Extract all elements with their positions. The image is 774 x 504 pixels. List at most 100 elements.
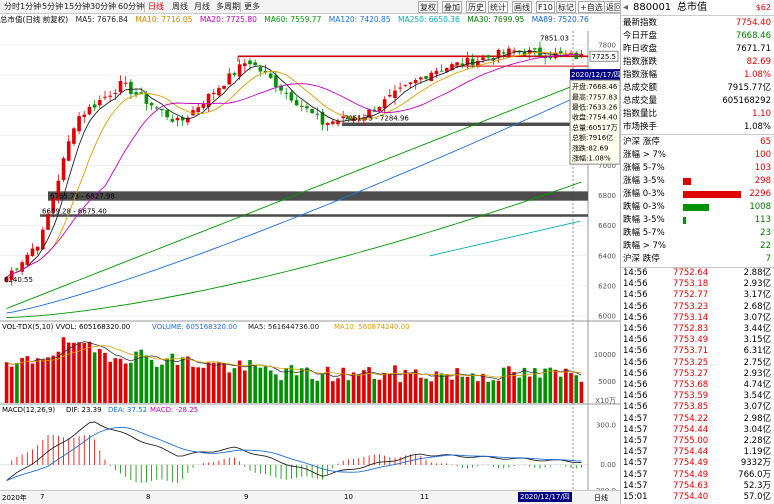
toolbar-tool-2[interactable]: 历史: [466, 1, 486, 13]
candle-body: [320, 112, 325, 125]
volume-bar: [496, 380, 501, 403]
volume-bar: [25, 356, 30, 403]
candle-body: [305, 106, 309, 109]
volume-bar: [268, 370, 273, 403]
toolbar-item-10[interactable]: 更多: [244, 2, 260, 11]
stat-label: 指数涨跌: [623, 57, 658, 67]
volume-bar: [196, 367, 201, 403]
volume-bar: [227, 372, 232, 403]
volume-bar: [186, 356, 190, 403]
tick-time: 14:57: [623, 469, 648, 480]
volume-info: VOL-TDX(5,10) VVOL: 605168320.00: [2, 323, 130, 331]
volume-bar: [362, 370, 366, 403]
toolbar-separator: [240, 2, 241, 12]
tick-time: 14:57: [623, 447, 648, 458]
volume-bar: [444, 374, 449, 403]
tick-price: 7752.64: [673, 268, 709, 278]
volume-bar: [206, 362, 211, 403]
xaxis-period[interactable]: 日线: [594, 494, 608, 502]
candle-body: [403, 84, 408, 86]
volume-bar: [4, 362, 9, 403]
candle-body: [413, 80, 418, 84]
price-axis-label: 6400: [598, 252, 616, 260]
volume-unit: X10万: [595, 397, 616, 405]
tick-row: 15:01 7754.40 57.0亿: [621, 492, 774, 503]
tick-time: 14:56: [623, 268, 648, 278]
toolbar-item-9[interactable]: 多周期: [216, 2, 240, 11]
toolbar-item-8[interactable]: 月线: [194, 2, 210, 11]
volume-bar: [103, 352, 107, 403]
candle-body: [206, 93, 211, 107]
candle-body: [149, 102, 154, 106]
chart-background: [0, 31, 620, 497]
tick-row: 14:56 7753.23 2.68亿: [621, 302, 774, 313]
distribution-count: 2296: [749, 189, 771, 199]
kline-chart[interactable]: 7800760074007200700068006600640062006000…: [0, 24, 620, 504]
tick-row: 14:56 7753.71 6.31亿: [621, 346, 774, 357]
ma20-value: MA20: 7725.80: [199, 15, 257, 24]
candle-body: [92, 104, 97, 108]
tick-time: 14:56: [623, 279, 648, 290]
toolbar-item-7[interactable]: 周线: [172, 2, 188, 11]
distribution-bar: [683, 217, 686, 224]
candle-body: [507, 48, 511, 57]
volume-bar: [460, 376, 465, 403]
candle-body: [398, 87, 402, 89]
panel-menu-icon[interactable]: ◂: [623, 2, 629, 13]
volume-bar: [248, 360, 252, 403]
candle-body: [527, 49, 532, 54]
candle-body: [144, 94, 149, 104]
toolbar-tool-6[interactable]: 标记: [556, 1, 576, 13]
toolbar-tool-5[interactable]: F10: [536, 1, 555, 13]
candle-body: [9, 270, 14, 280]
distribution-label: 涨幅 > 7%: [623, 150, 667, 160]
stat-row: 今日开盘 7668.46: [621, 30, 774, 43]
distribution-count: 113: [754, 215, 771, 225]
stat-label: 指数涨幅: [623, 70, 658, 80]
toolbar-tool-1[interactable]: 叠加: [442, 1, 462, 13]
candle-body: [299, 105, 304, 107]
toolbar-tool-4[interactable]: 画线: [512, 1, 532, 13]
candle-body: [51, 197, 56, 213]
candle-body: [237, 64, 242, 77]
candle-body: [522, 52, 527, 56]
toolbar-tool-3[interactable]: 统计: [488, 1, 508, 13]
volume-bar: [144, 355, 149, 403]
volume-bar: [263, 366, 268, 403]
distribution-count: 65: [760, 137, 771, 147]
candle-body: [30, 248, 35, 256]
distribution-count: 100: [754, 150, 771, 160]
tick-price: 7753.25: [673, 357, 709, 368]
volume-axis-label: 10000: [594, 351, 616, 359]
distribution-label: 跌幅 5-7%: [623, 228, 665, 238]
candle-body: [512, 50, 516, 52]
toolbar-item-0[interactable]: 分时: [4, 2, 20, 11]
volume-bar: [450, 379, 454, 403]
tick-price: 7754.40: [673, 492, 709, 502]
toolbar-item-3[interactable]: 15分钟: [64, 2, 91, 11]
toolbar-item-5[interactable]: 60分钟: [118, 2, 145, 11]
toolbar-item-4[interactable]: 30分钟: [90, 2, 117, 11]
volume-bar: [30, 363, 35, 403]
tick-price: 7754.49: [673, 469, 709, 480]
candle-body: [253, 62, 257, 66]
tick-time: 14:56: [623, 368, 648, 379]
volume-bar: [465, 376, 470, 403]
toolbar-item-2[interactable]: 5分钟: [42, 2, 64, 11]
current-price-box: [589, 50, 619, 62]
volume-bar: [180, 357, 185, 403]
volume-bar: [512, 372, 516, 403]
candle-body: [268, 73, 273, 78]
distribution-bar: [683, 178, 691, 185]
distribution-count: 103: [754, 163, 771, 173]
toolbar-separator: [144, 2, 145, 12]
volume-bar: [72, 342, 76, 403]
ma10-value: MA10: 7716.05: [135, 15, 193, 24]
toolbar-tool-0[interactable]: 复权: [418, 1, 438, 13]
volume-bar: [336, 378, 340, 403]
tick-time: 14:57: [623, 480, 648, 491]
toolbar-tool-7[interactable]: +自选: [578, 1, 605, 13]
volume-bar: [419, 377, 423, 403]
toolbar-item-6[interactable]: 日线: [148, 2, 164, 11]
toolbar-item-1[interactable]: 1分钟: [20, 2, 42, 11]
